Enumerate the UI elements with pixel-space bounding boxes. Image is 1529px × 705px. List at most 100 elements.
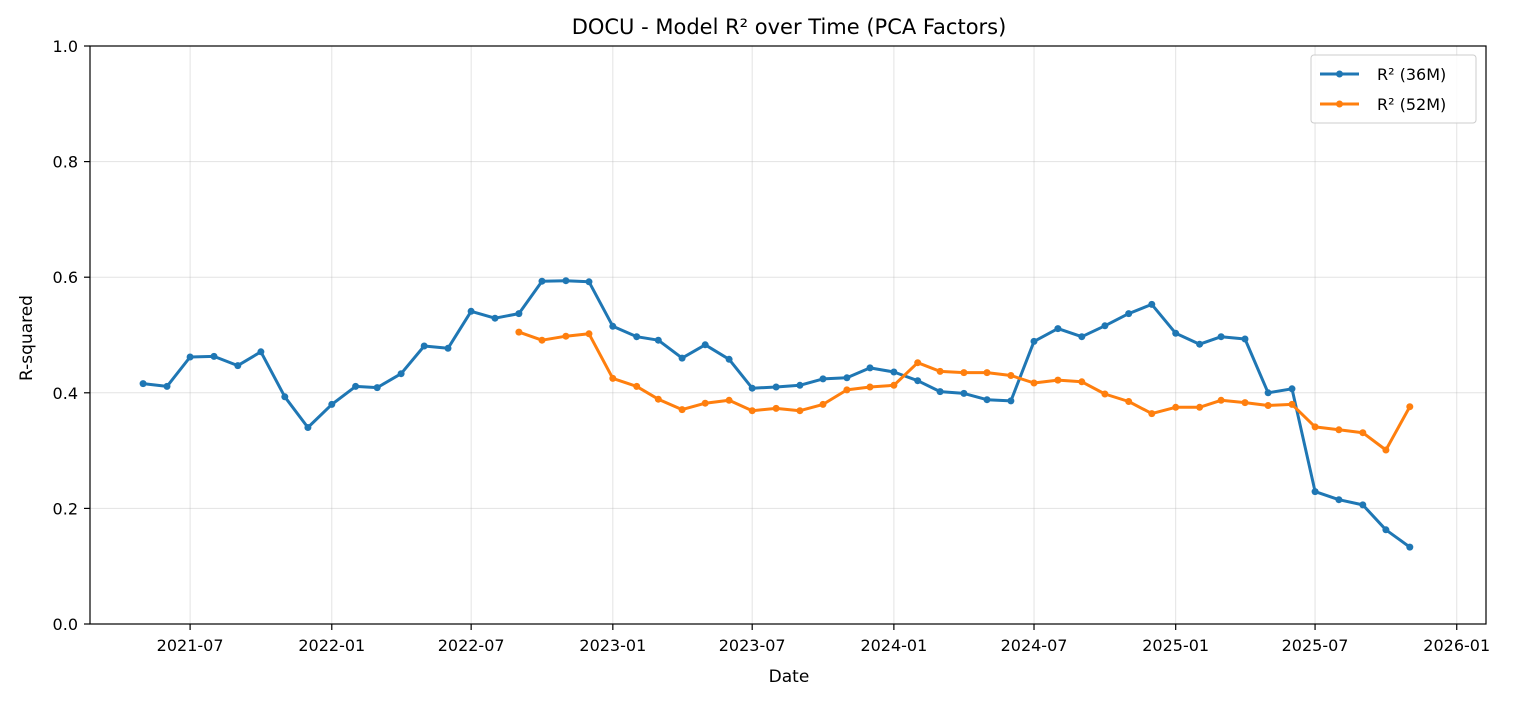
data-point-r52m [914,359,922,367]
data-point-r36m [914,377,922,385]
data-point-r36m [304,424,312,431]
data-point-r52m [1054,376,1062,384]
grid [90,45,1486,625]
chart-title: DOCU - Model R² over Time (PCA Factors) [572,15,1007,39]
data-point-r36m [1217,333,1225,341]
x-tick-label: 2022-01 [298,636,365,655]
y-axis-label: R-squared [17,295,37,381]
x-tick-label: 2025-07 [1282,636,1349,655]
x-tick-label: 2025-01 [1142,636,1209,655]
data-point-r36m [281,393,289,401]
y-axis-ticks: 0.0 0.2 0.4 0.6 0.8 1.0 [53,37,90,634]
data-point-r36m [678,354,686,362]
legend-box [1310,54,1477,124]
data-point-r36m [139,380,147,388]
data-point-r52m [1196,403,1204,411]
data-point-r36m [772,383,780,391]
plot-frame [89,45,1487,625]
data-point-r36m [1382,526,1390,534]
data-point-r52m [585,330,593,338]
x-tick-label: 2023-07 [719,636,786,655]
data-point-r36m [843,374,851,382]
data-point-r36m [444,344,452,352]
data-point-r36m [163,382,171,390]
data-point-r52m [1264,402,1272,409]
y-tick-label: 0.8 [53,153,78,172]
x-tick-label: 2023-01 [579,636,646,655]
data-point-r36m [562,277,570,285]
data-point-r36m [1359,501,1367,509]
data-point-r36m [1196,340,1204,348]
data-point-r36m [1311,488,1319,496]
data-point-r52m [1335,426,1343,434]
data-point-r36m [796,381,804,389]
data-point-r36m [1078,333,1086,341]
data-point-r36m [1288,385,1296,393]
data-point-r36m [1007,397,1015,405]
data-point-r52m [936,367,944,375]
data-point-r36m [186,353,194,361]
y-tick-label: 0.0 [53,615,78,634]
data-point-r52m [960,369,968,377]
series-r36m [139,277,1414,551]
data-point-r36m [866,364,874,372]
data-point-r36m [328,400,336,408]
data-point-r36m [515,310,523,318]
data-point-r52m [983,369,991,377]
data-point-r52m [633,382,641,390]
data-point-r52m [654,395,662,403]
data-point-r52m [843,386,851,394]
data-point-r52m [609,374,617,382]
y-tick-label: 0.4 [53,384,78,403]
data-point-r52m [1148,410,1156,418]
data-point-r52m [796,407,804,415]
data-point-r36m [1125,310,1133,318]
y-tick-label: 0.6 [53,268,78,287]
data-point-r36m [654,336,662,344]
x-axis-label: Date [769,667,810,687]
data-point-r52m [515,328,523,336]
data-point-r52m [1382,446,1390,454]
data-point-r52m [748,407,756,415]
series-layer [139,277,1414,551]
y-tick-label: 1.0 [53,37,78,56]
data-point-r52m [772,404,780,412]
x-tick-label: 2024-07 [1001,636,1068,655]
data-point-r36m [936,388,944,396]
data-point-r52m [819,400,827,408]
data-point-r36m [467,307,475,315]
data-point-r52m [866,383,874,391]
data-point-r36m [725,355,733,363]
y-tick-label: 0.2 [53,499,78,518]
data-point-r36m [1030,337,1038,345]
data-point-r36m [1172,329,1180,337]
x-tick-label: 2022-07 [438,636,505,655]
data-point-r52m [1217,396,1225,404]
data-point-r36m [210,352,218,360]
data-point-r52m [1359,429,1367,437]
legend-label-36m: R² (36M) [1377,65,1446,84]
data-point-r52m [538,336,546,344]
series-r52m [515,328,1414,454]
data-point-r52m [1101,390,1109,398]
data-point-r36m [585,278,593,286]
data-point-r36m [257,348,265,356]
data-point-r36m [1054,325,1062,333]
data-point-r52m [1172,403,1180,411]
data-point-r36m [1148,300,1156,308]
data-point-r36m [397,370,405,378]
data-point-r52m [1288,400,1296,408]
data-point-r36m [1101,322,1109,330]
data-point-r36m [633,333,641,341]
x-tick-label: 2021-07 [157,636,224,655]
data-point-r36m [1406,543,1414,551]
data-point-r36m [1264,389,1272,397]
x-axis-ticks: 2021-07 2022-01 2022-07 2023-01 2023-07 2024-… [157,624,1490,655]
data-point-r36m [960,389,968,397]
data-point-r52m [562,332,570,340]
data-point-r36m [373,384,381,392]
legend-label-52m: R² (52M) [1377,95,1446,114]
data-point-r52m [1078,378,1086,386]
